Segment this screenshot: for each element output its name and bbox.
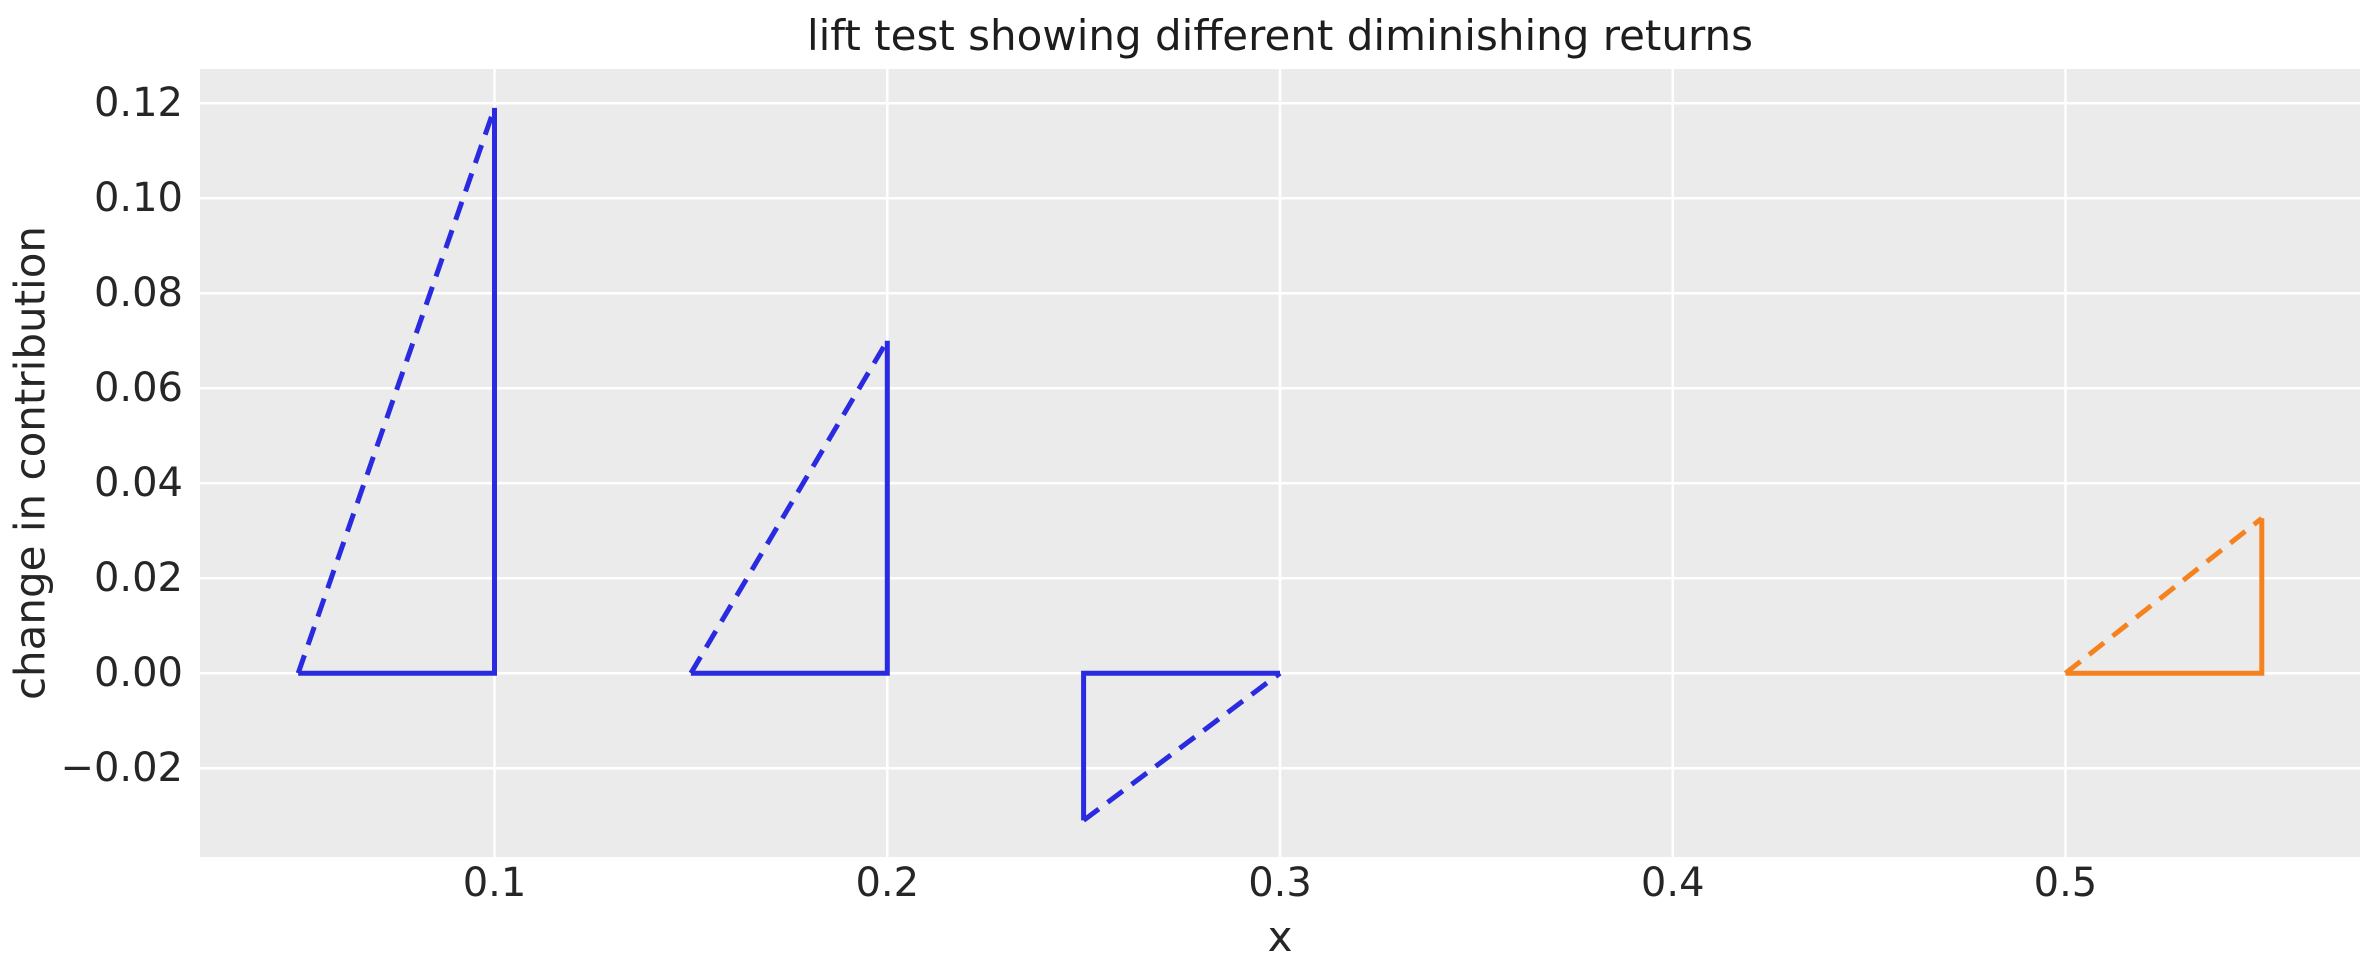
y-tick-label-0.10: 0.10 [93, 175, 183, 222]
lift-triangle-2-dashed-hypotenuse [688, 339, 890, 675]
lift-triangle-1-solid-lines [298, 107, 497, 676]
plot-area [200, 69, 2360, 857]
x-tick-label-0.1: 0.1 [462, 860, 527, 906]
lift-triangle-4-solid-lines [2065, 518, 2265, 676]
lift-triangle-1-dashed-hypotenuse [295, 107, 497, 675]
x-axis-label: x [1267, 912, 1293, 961]
y-tick-label-0.12: 0.12 [93, 80, 183, 127]
y-tick-label-0.08: 0.08 [93, 270, 183, 317]
x-tick-label-0.2: 0.2 [855, 860, 920, 906]
y-tick-label-0.00: 0.00 [93, 650, 183, 697]
plot-svg [200, 69, 2360, 857]
lift-triangle-2-solid-lines [690, 340, 890, 676]
y-tick-label-−0.02: −0.02 [60, 745, 183, 792]
y-tick-label-0.04: 0.04 [93, 460, 183, 507]
y-tick-label-0.06: 0.06 [93, 365, 183, 412]
chart-title: lift test showing different diminishing … [806, 11, 1754, 60]
x-tick-label-0.3: 0.3 [1248, 860, 1312, 906]
x-tick-label-0.5: 0.5 [2033, 860, 2098, 906]
lift-triangle-3-dashed-hypotenuse [1082, 671, 1282, 823]
y-axis-label: change in contribution [5, 225, 55, 701]
x-tick-label-0.4: 0.4 [1640, 860, 1705, 906]
lift-triangle-3-solid-lines [1081, 670, 1280, 821]
lift-triangle-4-dashed-hypotenuse [2063, 516, 2264, 676]
y-tick-label-0.02: 0.02 [93, 555, 183, 602]
